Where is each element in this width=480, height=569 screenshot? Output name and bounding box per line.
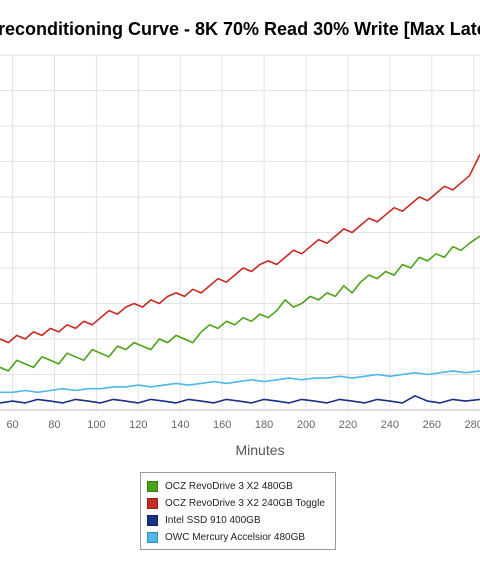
x-tick-label: 280 xyxy=(465,419,480,431)
x-tick-label: 260 xyxy=(423,419,441,431)
legend-label: OWC Mercury Accelsior 480GB xyxy=(165,532,306,543)
legend-label: Intel SSD 910 400GB xyxy=(165,515,261,526)
legend-label: OCZ RevoDrive 3 X2 480GB xyxy=(165,481,293,492)
x-tick-label: 160 xyxy=(213,419,231,431)
legend-item-owc-mercury: OWC Mercury Accelsior 480GB xyxy=(145,529,331,546)
x-axis-label: Minutes xyxy=(235,442,284,458)
legend: OCZ RevoDrive 3 X2 480GB OCZ RevoDrive 3… xyxy=(140,472,336,550)
legend-item-intel-910: Intel SSD 910 400GB xyxy=(145,512,331,529)
x-tick-label: 100 xyxy=(87,419,105,431)
x-tick-label: 60 xyxy=(6,419,18,431)
legend-swatch xyxy=(147,481,158,492)
x-tick-label: 240 xyxy=(381,419,399,431)
x-tick-label: 180 xyxy=(255,419,273,431)
series-line xyxy=(0,235,480,372)
chart-title: Preconditioning Curve - 8K 70% Read 30% … xyxy=(0,19,480,39)
legend-item-revodrive-240: OCZ RevoDrive 3 X2 240GB Toggle xyxy=(145,495,331,512)
series-line xyxy=(0,154,480,344)
legend-swatch xyxy=(147,515,158,526)
plot-area: 60 80 100 120 140 160 180 200 220 240 260 280 xyxy=(0,54,480,431)
x-tick-label: 140 xyxy=(171,419,189,431)
legend-item-revodrive-480: OCZ RevoDrive 3 X2 480GB xyxy=(145,478,331,495)
x-tick-label: 120 xyxy=(129,419,147,431)
legend-label: OCZ RevoDrive 3 X2 240GB Toggle xyxy=(165,498,325,509)
x-tick-label: 80 xyxy=(48,419,60,431)
x-tick-label: 220 xyxy=(339,419,357,431)
x-tick-label: 200 xyxy=(297,419,315,431)
series-line xyxy=(0,370,480,394)
series-line xyxy=(0,394,480,404)
legend-swatch xyxy=(147,532,158,543)
legend-swatch xyxy=(147,498,158,509)
